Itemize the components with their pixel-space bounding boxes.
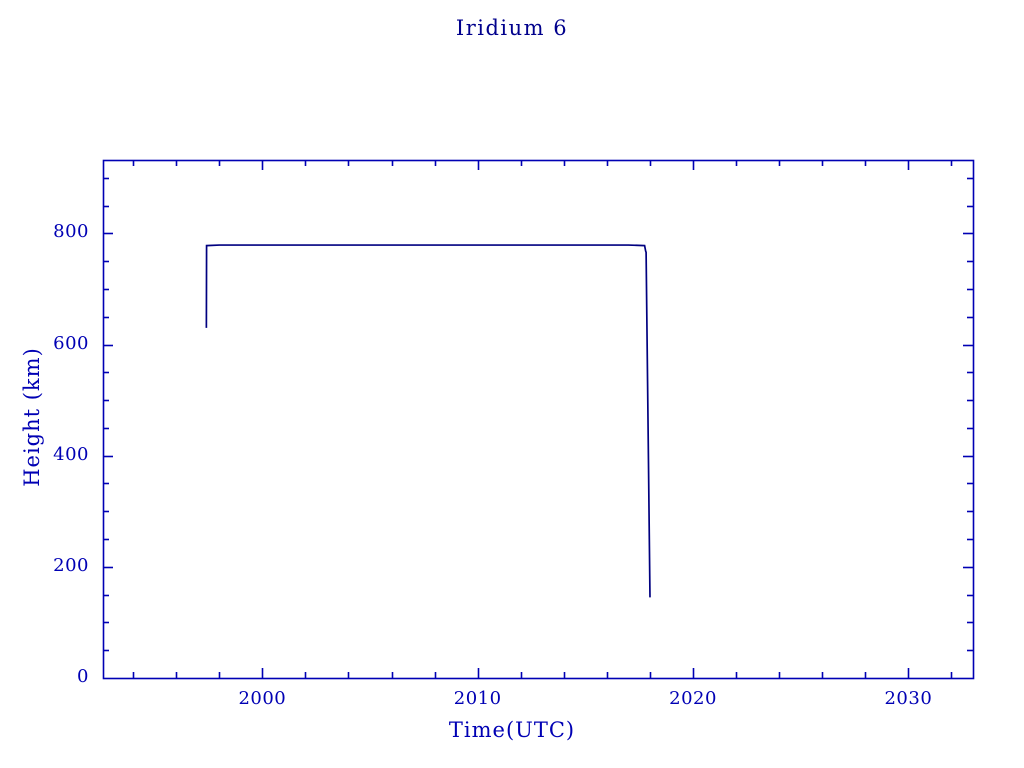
data-series <box>205 244 651 598</box>
y-tick-label: 200 <box>53 554 89 576</box>
x-tick-label: 2030 <box>884 688 933 709</box>
series-line-0 <box>205 244 651 598</box>
x-axis-title: Time(UTC) <box>448 718 576 742</box>
y-tick-label: 800 <box>53 221 89 243</box>
chart-title: Iridium 6 <box>455 16 569 40</box>
y-tick-label: 600 <box>53 332 89 354</box>
plot-frame-rect <box>102 159 975 680</box>
x-tick-label: 2000 <box>238 688 287 709</box>
x-tick-label: 2020 <box>669 688 717 709</box>
y-tick-label: 0 <box>77 666 89 687</box>
y-tick-label: 400 <box>53 443 89 465</box>
axis-ticks <box>103 160 973 678</box>
plot-frame <box>102 159 975 680</box>
x-tick-label: 2010 <box>453 688 502 709</box>
